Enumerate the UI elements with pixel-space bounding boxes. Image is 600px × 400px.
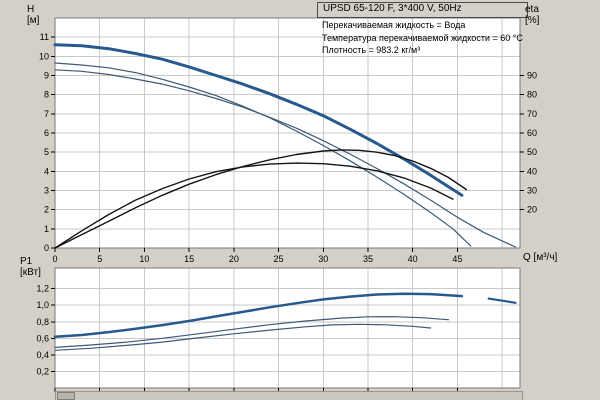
svg-text:9: 9: [44, 71, 49, 81]
svg-text:90: 90: [527, 71, 537, 81]
annotation-density: Плотность = 983.2 кг/м³: [322, 45, 421, 55]
fluid-annotations: Перекачиваемая жидкость = Вода Температу…: [322, 19, 523, 57]
svg-text:30: 30: [527, 186, 537, 196]
svg-text:1,2: 1,2: [36, 284, 49, 294]
svg-text:0: 0: [52, 254, 57, 264]
svg-text:40: 40: [408, 254, 418, 264]
svg-text:8: 8: [44, 90, 49, 100]
annotation-temperature: Температура перекачиваемой жидкости = 60…: [322, 32, 523, 43]
svg-text:6: 6: [44, 128, 49, 138]
eta-axis-label: eta [%]: [525, 4, 540, 26]
svg-text:3: 3: [44, 186, 49, 196]
svg-text:60: 60: [527, 128, 537, 138]
svg-text:0,6: 0,6: [36, 333, 49, 343]
scrollbar-thumb[interactable]: [57, 392, 75, 400]
svg-text:0,2: 0,2: [36, 366, 49, 376]
svg-text:5: 5: [97, 254, 102, 264]
svg-text:1,0: 1,0: [36, 300, 49, 310]
svg-text:10: 10: [39, 51, 49, 61]
pump-title-box: UPSD 65-120 F, 3*400 V, 50Hz: [317, 2, 528, 18]
q-axis-label: Q [м³/ч]: [523, 252, 558, 263]
svg-text:70: 70: [527, 109, 537, 119]
svg-text:0,4: 0,4: [36, 350, 49, 360]
svg-text:20: 20: [527, 205, 537, 215]
p1-axis-label: P1 [кВт]: [20, 256, 41, 278]
svg-text:1: 1: [44, 224, 49, 234]
horizontal-scrollbar[interactable]: [55, 391, 523, 400]
svg-text:50: 50: [527, 147, 537, 157]
svg-text:40: 40: [527, 166, 537, 176]
svg-text:45: 45: [452, 254, 462, 264]
svg-text:0: 0: [44, 243, 49, 253]
svg-text:5: 5: [44, 147, 49, 157]
annotation-fluid: Перекачиваемая жидкость = Вода: [322, 20, 466, 30]
svg-text:7: 7: [44, 109, 49, 119]
svg-text:35: 35: [363, 254, 373, 264]
svg-text:10: 10: [139, 254, 149, 264]
svg-text:15: 15: [184, 254, 194, 264]
svg-text:4: 4: [44, 166, 49, 176]
svg-text:2: 2: [44, 205, 49, 215]
svg-text:25: 25: [274, 254, 284, 264]
svg-text:11: 11: [40, 32, 49, 42]
h-axis-label: H [м]: [27, 4, 40, 26]
svg-text:0,8: 0,8: [36, 317, 49, 327]
svg-text:20: 20: [229, 254, 239, 264]
svg-text:30: 30: [318, 254, 328, 264]
svg-text:80: 80: [527, 90, 537, 100]
